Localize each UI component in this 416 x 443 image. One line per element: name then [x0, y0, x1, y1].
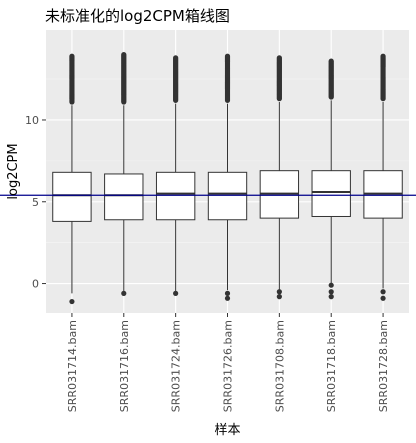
x-tick-label: SRR031724.bam [170, 320, 183, 412]
outlier-point [276, 55, 282, 61]
outlier-point [328, 294, 334, 300]
y-tick-label: 0 [32, 278, 39, 291]
outlier-point [380, 295, 386, 301]
box-iqr [104, 173, 144, 221]
outlier-point [328, 282, 334, 288]
box-SRR031718.bam [311, 58, 351, 300]
outlier-point [173, 55, 179, 61]
box-SRR031716.bam [104, 51, 144, 296]
x-tick-label: SRR031708.bam [273, 320, 286, 412]
outlier-point [121, 290, 127, 296]
y-tick-label: 5 [32, 196, 39, 209]
x-tick-label: SRR031726.bam [222, 320, 235, 412]
outlier-point [276, 289, 282, 295]
outlier-point [276, 294, 282, 300]
x-tick-label: SRR031718.bam [325, 320, 338, 412]
outlier-point [328, 58, 334, 64]
outlier-point [224, 290, 231, 296]
x-axis-label: 样本 [214, 423, 240, 438]
box-SRR031724.bam [155, 55, 196, 296]
box-iqr [311, 170, 351, 217]
outlier-point [69, 298, 75, 305]
x-axis: SRR031714.bam SRR031716.bam SRR031724.bam S… [66, 313, 390, 412]
outlier-point [380, 289, 386, 295]
outlier-point [69, 53, 75, 59]
box-iqr [207, 171, 248, 221]
box-SRR031726.bam [207, 53, 248, 301]
outlier-point [121, 51, 127, 58]
y-tick-label: 10 [25, 114, 39, 127]
outlier-point [328, 289, 334, 295]
outlier-point [173, 290, 179, 296]
x-tick-label: SRR031728.bam [377, 320, 390, 412]
box-iqr [52, 171, 92, 222]
x-tick-label: SRR031714.bam [66, 320, 79, 412]
outlier-point [224, 53, 231, 59]
box-SRR031728.bam [363, 53, 403, 301]
outlier-point [224, 295, 231, 301]
x-tick-label: SRR031716.bam [118, 320, 131, 412]
chart-title: 未标准化的log2CPM箱线图 [45, 7, 230, 25]
y-axis-label: log2CPM [6, 143, 21, 199]
box-iqr [155, 171, 196, 221]
outlier-point [380, 53, 386, 59]
y-axis: 0 5 10 [25, 114, 46, 291]
box-SRR031708.bam [259, 55, 300, 300]
